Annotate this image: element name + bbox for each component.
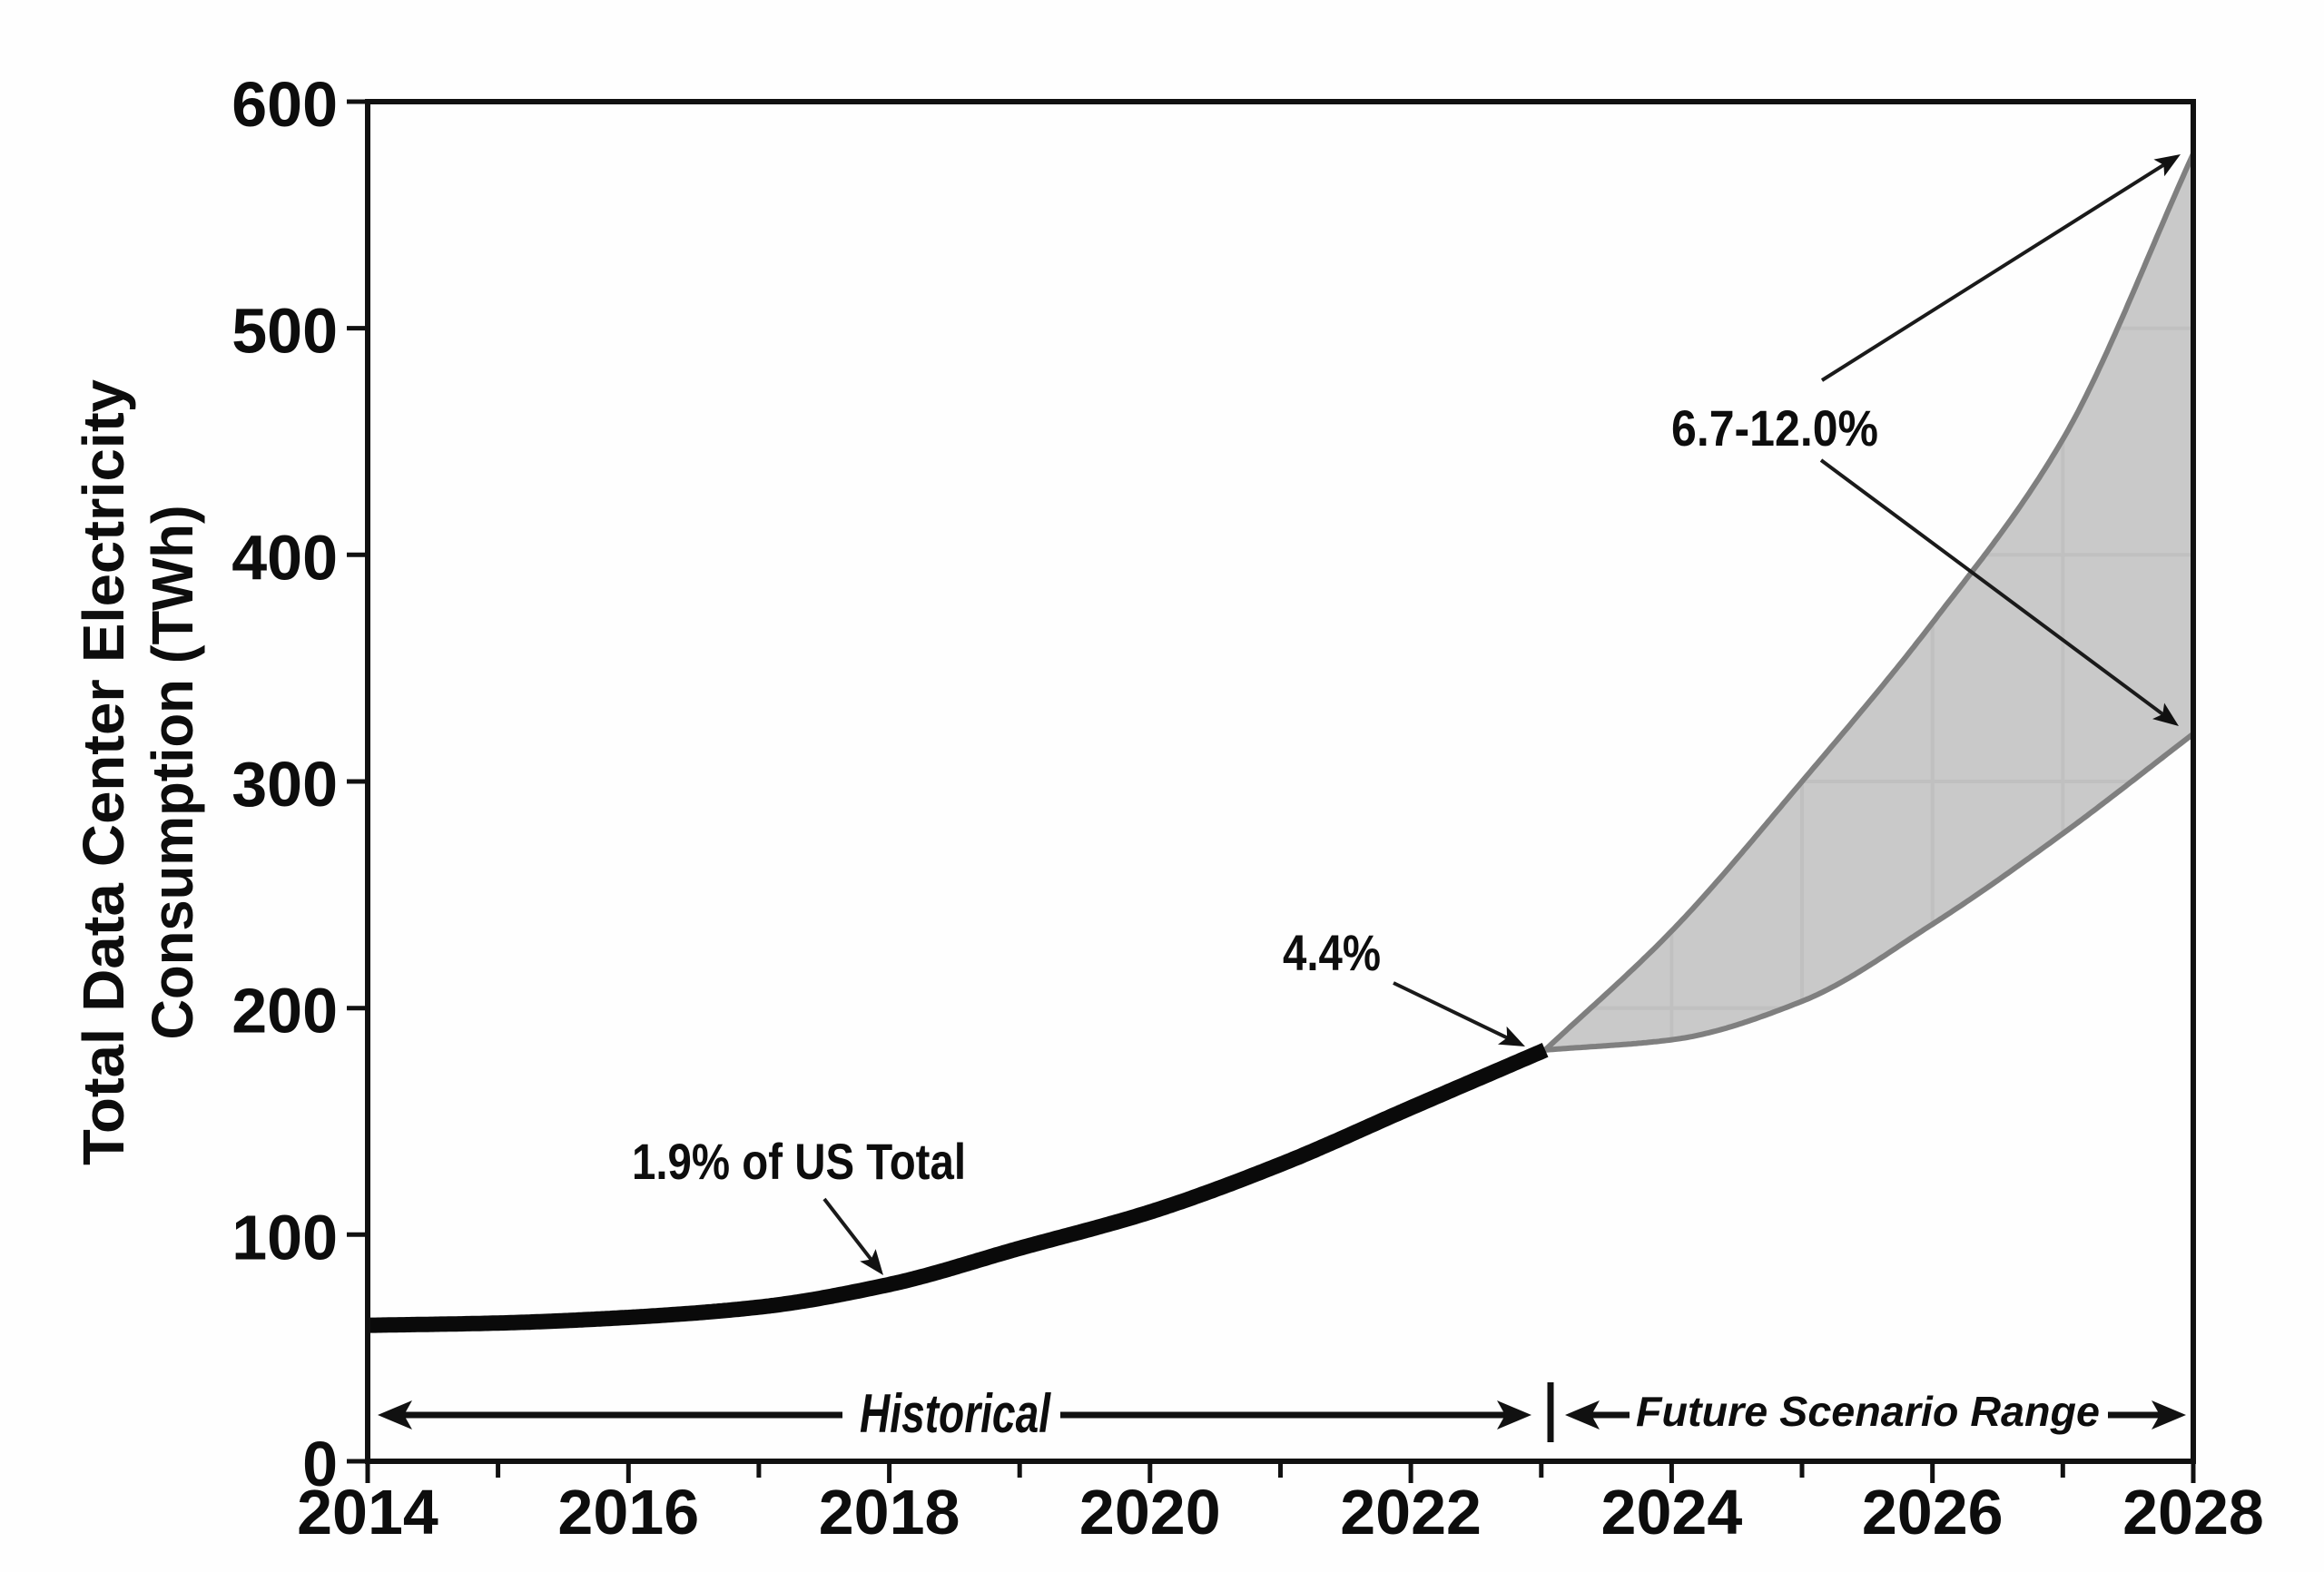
svg-text:2022: 2022 [1340,1477,1482,1547]
svg-text:Historical: Historical [860,1383,1051,1444]
svg-text:200: 200 [231,976,338,1046]
svg-text:2026: 2026 [1862,1477,2004,1547]
svg-text:2020: 2020 [1079,1477,1221,1547]
svg-text:2016: 2016 [557,1477,699,1547]
svg-text:1.9% of US Total: 1.9% of US Total [632,1133,966,1190]
svg-text:100: 100 [231,1202,338,1272]
svg-text:Total Data Center Electricity: Total Data Center Electricity [71,379,136,1165]
svg-text:300: 300 [231,749,338,820]
svg-text:Consumption (TWh): Consumption (TWh) [140,506,205,1040]
svg-text:2028: 2028 [2122,1477,2264,1547]
svg-text:500: 500 [231,296,338,367]
svg-text:600: 600 [231,69,338,140]
svg-text:Future Scenario Range: Future Scenario Range [1636,1388,2100,1435]
svg-text:6.7-12.0%: 6.7-12.0% [1671,399,1878,457]
svg-text:4.4%: 4.4% [1283,924,1381,981]
svg-text:400: 400 [231,522,338,593]
svg-text:2014: 2014 [297,1477,438,1547]
svg-text:2018: 2018 [819,1477,960,1547]
svg-text:0: 0 [302,1429,338,1499]
svg-text:2024: 2024 [1601,1477,1743,1547]
